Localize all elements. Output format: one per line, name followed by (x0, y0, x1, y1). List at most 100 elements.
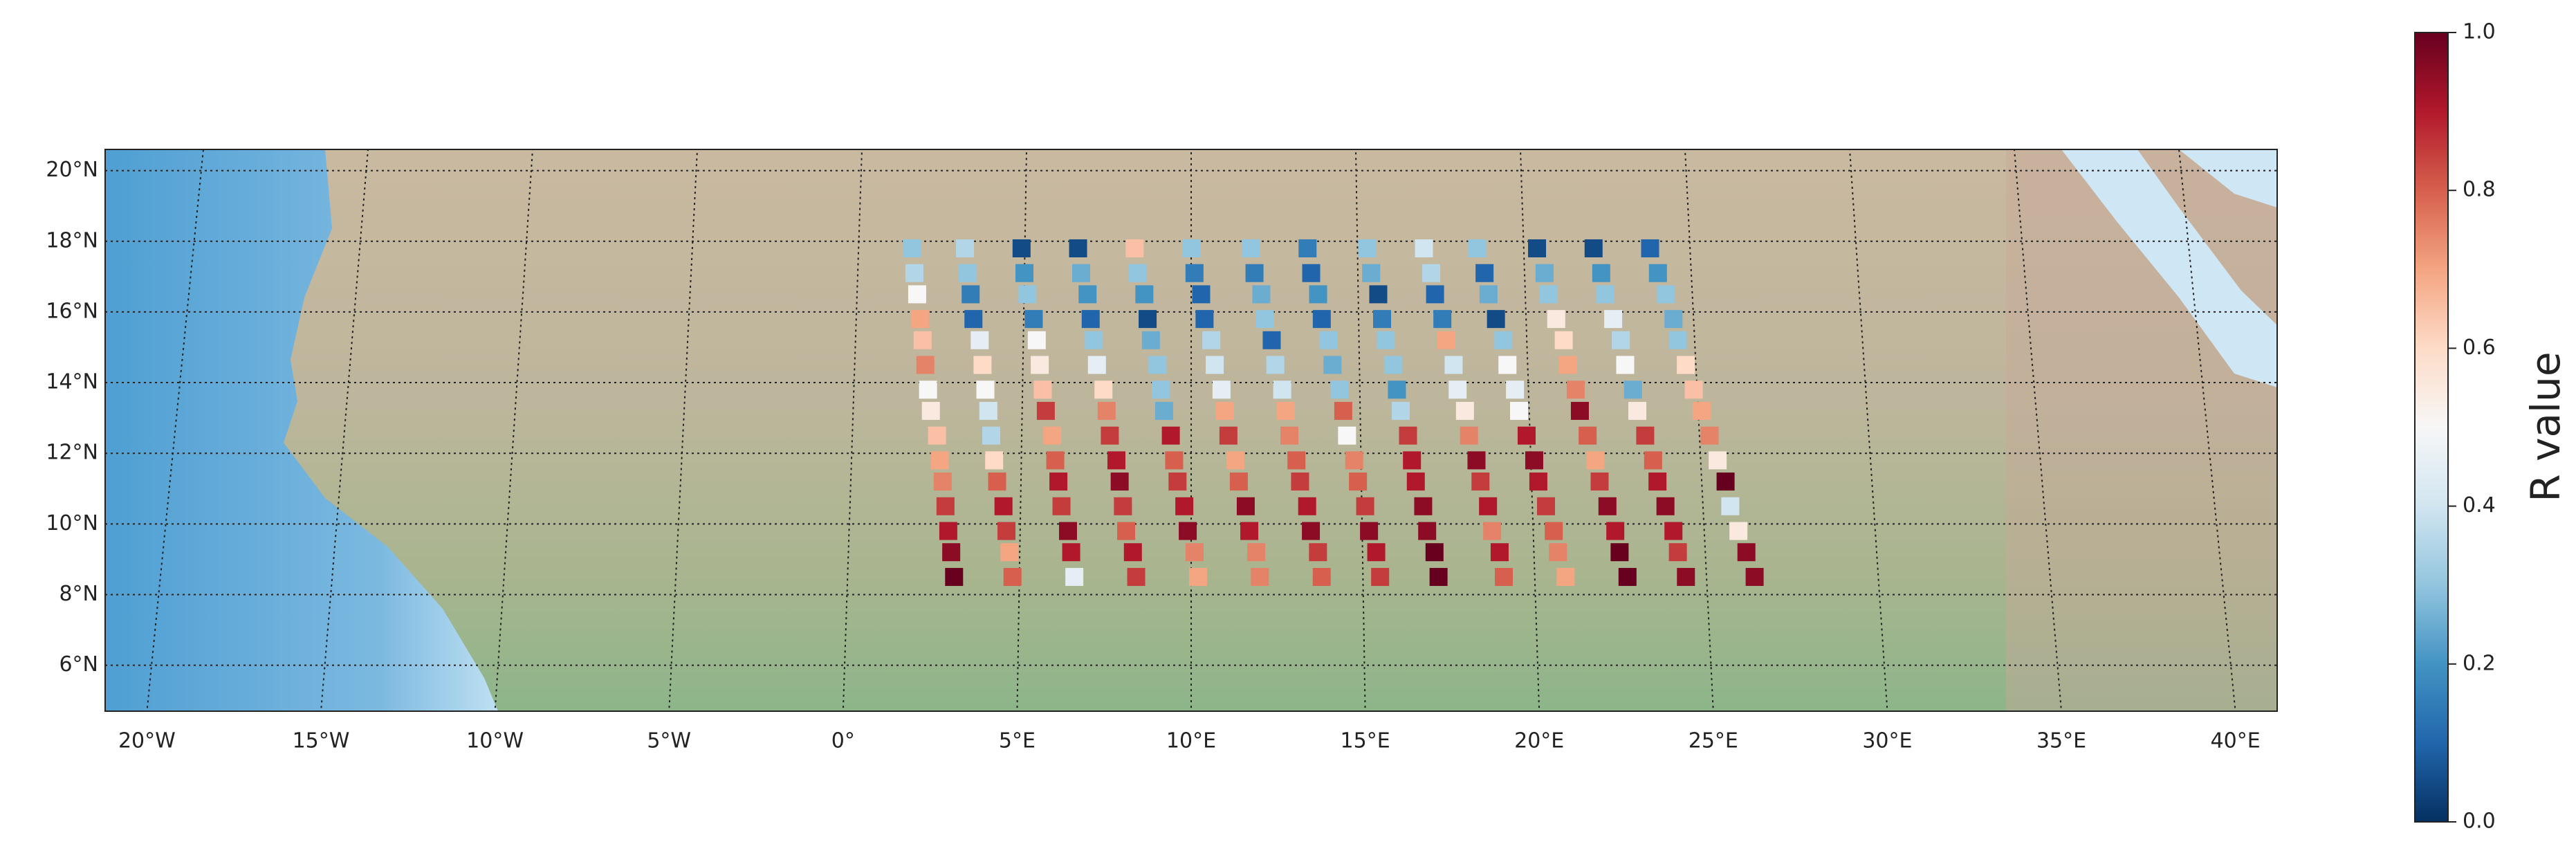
grid-cell (1192, 285, 1211, 304)
grid-cell (1641, 239, 1659, 257)
grid-cell (1468, 239, 1487, 257)
grid-cell (930, 451, 949, 470)
lon-tick-label: 25°E (1689, 729, 1738, 753)
grid-cell (1049, 473, 1068, 491)
grid-cell (1745, 567, 1764, 586)
grid-cell (1240, 522, 1259, 540)
grid-cell (1709, 451, 1727, 470)
grid-cell (1319, 331, 1338, 349)
grid-cell (1000, 543, 1019, 562)
grid-cell (1475, 264, 1494, 282)
grid-cell (962, 285, 980, 304)
grid-cell (1195, 310, 1214, 329)
grid-cell (1125, 239, 1144, 257)
grid-cell (1280, 426, 1299, 445)
grid-cell (1202, 331, 1221, 349)
lat-tick-label: 20°N (46, 158, 98, 182)
grid-cell (1610, 543, 1629, 562)
grid-cell (1291, 473, 1309, 491)
grid-cell (1226, 451, 1244, 470)
grid-cell (1252, 285, 1271, 304)
grid-cell (1648, 264, 1667, 282)
grid-cell (1087, 356, 1106, 374)
grid-cell (1537, 497, 1556, 515)
lon-tick-label: 5°E (999, 729, 1036, 753)
grid-cell (1298, 497, 1316, 515)
grid-cell (1592, 264, 1610, 282)
colorbar-label: R value (2522, 351, 2569, 502)
meridian (2178, 149, 2236, 711)
grid-cell (1362, 264, 1381, 282)
grid-cell (1716, 473, 1735, 491)
grid-cell (1242, 239, 1260, 257)
water (2179, 149, 2277, 208)
lon-tick-label: 30°E (1862, 729, 1912, 753)
grid-cell (1648, 473, 1667, 491)
grid-cell (1071, 264, 1090, 282)
grid-cell (1046, 451, 1065, 470)
grid-cell (1139, 310, 1157, 329)
grid-cell (1012, 239, 1031, 257)
lon-tick-label: 5°W (647, 729, 691, 753)
grid-cell (1677, 356, 1695, 374)
grid-cell (1273, 380, 1291, 399)
grid-cell (1338, 426, 1356, 445)
colorbar-tick-label: 0.0 (2463, 809, 2496, 834)
grid-cell (1114, 497, 1132, 515)
grid-cell (1737, 543, 1756, 562)
grid-cell (1161, 426, 1180, 445)
ocean (105, 149, 498, 711)
grid-cell (1236, 497, 1255, 515)
lon-tick-label: 35°E (2036, 729, 2086, 753)
meridian (146, 149, 204, 711)
meridian (668, 149, 699, 711)
grid-cell (1117, 522, 1136, 540)
grid-cell (939, 522, 957, 540)
grid-cell (1498, 356, 1517, 374)
grid-cell (1141, 331, 1160, 349)
grid-cell (942, 543, 961, 562)
grid-cell (1185, 264, 1204, 282)
grid-cell (1579, 426, 1597, 445)
lat-tick-label: 14°N (46, 370, 98, 394)
grid-cell (1349, 473, 1368, 491)
grid-cell (1219, 426, 1238, 445)
meridian (320, 149, 369, 711)
grid-cell (1185, 543, 1204, 562)
lat-tick-label: 12°N (46, 441, 98, 465)
grid-cell (1684, 380, 1703, 399)
grid-cell (1554, 331, 1573, 349)
grid-cell (1367, 543, 1386, 562)
colorbar-tick-label: 0.4 (2463, 493, 2496, 517)
meridian (842, 149, 863, 711)
grid-cell (1251, 567, 1269, 586)
grid-cell (1018, 285, 1037, 304)
lon-tick-label: 20°E (1514, 729, 1564, 753)
grid-cell (1358, 239, 1377, 257)
colorbar-tick-label: 0.6 (2463, 336, 2496, 360)
grid-cell (1483, 522, 1502, 540)
lon-tick-label: 40°E (2211, 729, 2261, 753)
grid-cell (1127, 567, 1146, 586)
grid-cell (1298, 239, 1317, 257)
grid-cell (1165, 451, 1184, 470)
grid-cell (1179, 522, 1197, 540)
grid-cell (1031, 356, 1049, 374)
grid-cell (970, 331, 989, 349)
grid-cell (916, 356, 935, 374)
grid-cell (1003, 567, 1022, 586)
lat-tick-label: 18°N (46, 228, 98, 253)
grid-cell (910, 310, 929, 329)
grid-cell (1110, 473, 1129, 491)
grid-cell (1535, 264, 1554, 282)
grid-cell (1596, 285, 1614, 304)
meridian (1519, 149, 1540, 711)
lon-tick-label: 15°W (293, 729, 350, 753)
grid-cell (1128, 264, 1147, 282)
grid-cell (1455, 401, 1474, 420)
grid-cell (976, 380, 995, 399)
grid-cell (1081, 310, 1100, 329)
grid-cell (1373, 310, 1392, 329)
